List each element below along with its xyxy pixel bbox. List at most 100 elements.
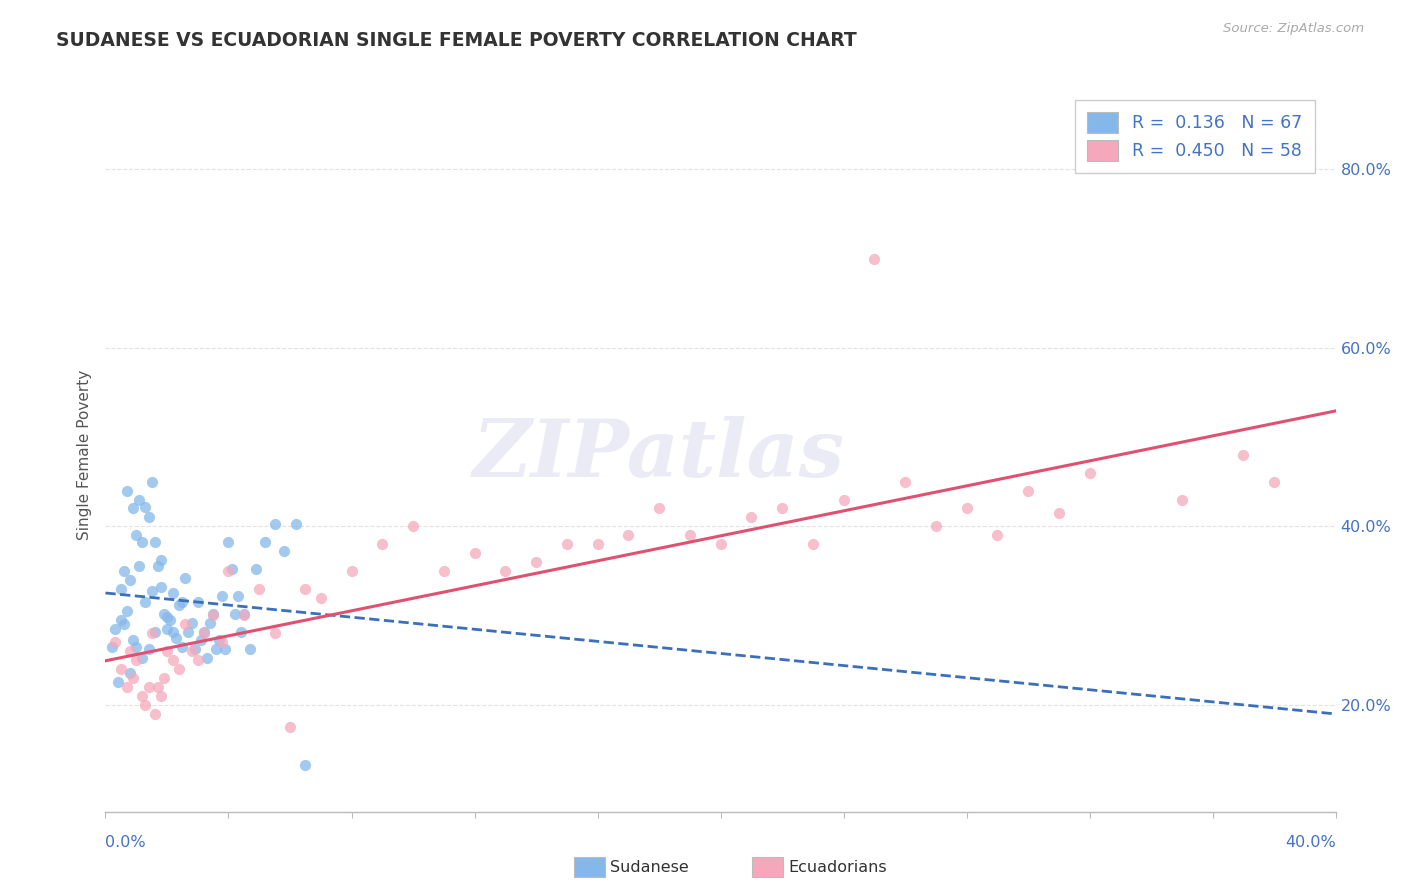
Point [153,671,176,685]
Point [104,635,127,649]
Point [770,501,793,516]
Point [131,535,153,549]
Point [226,589,249,603]
Point [340,564,363,578]
Point [143,624,166,639]
Point [294,758,316,772]
Point [156,644,179,658]
Point [1047,506,1070,520]
Point [309,591,332,605]
Point [165,631,187,645]
Point [110,613,132,627]
Point [107,675,129,690]
Point [169,598,191,612]
Point [433,564,456,578]
Point [122,633,145,648]
Point [156,622,179,636]
Point [263,626,285,640]
Point [239,642,262,657]
Point [254,535,277,549]
Point [648,501,671,516]
Text: ZIPatlas: ZIPatlas [472,417,845,493]
Point [218,535,240,549]
Point [112,617,135,632]
Point [247,582,270,596]
Point [224,607,246,621]
Point [193,626,215,640]
Point [100,640,122,654]
Point [1017,483,1039,498]
Point [141,475,163,489]
Point [1263,475,1285,489]
Point [524,555,547,569]
Point [156,610,179,624]
Text: 40.0%: 40.0% [1285,836,1336,850]
Point [464,546,486,560]
Point [195,651,218,665]
Point [174,571,197,585]
Point [586,537,609,551]
Point [177,624,200,639]
Point [183,642,205,657]
Point [218,564,240,578]
Point [202,607,225,621]
Point [110,582,132,596]
Point [180,615,202,630]
Point [494,564,516,578]
Point [120,573,141,587]
Point [555,537,578,551]
Point [278,720,301,734]
Point [1078,466,1101,480]
Point [211,635,233,649]
Point [162,653,184,667]
Point [153,607,176,621]
Point [172,640,194,654]
Legend: R =  0.136   N = 67, R =  0.450   N = 58: R = 0.136 N = 67, R = 0.450 N = 58 [1076,100,1315,173]
Point [134,500,156,514]
Text: Sudanese: Sudanese [610,860,689,874]
Point [229,624,252,639]
Point [202,608,225,623]
Point [131,689,153,703]
Point [159,613,181,627]
Y-axis label: Single Female Poverty: Single Female Poverty [77,370,93,540]
Point [131,651,153,665]
Point [710,537,733,551]
Text: Ecuadorians: Ecuadorians [789,860,887,874]
Point [146,559,169,574]
Text: 0.0%: 0.0% [105,836,146,850]
Point [832,492,855,507]
Point [232,607,254,621]
Point [146,680,169,694]
Point [180,644,202,658]
Point [211,589,233,603]
Point [112,564,135,578]
Point [187,595,209,609]
Point [149,553,172,567]
Point [371,537,394,551]
Point [115,680,138,694]
Point [986,528,1008,542]
Point [169,662,191,676]
Point [925,519,948,533]
Text: SUDANESE VS ECUADORIAN SINGLE FEMALE POVERTY CORRELATION CHART: SUDANESE VS ECUADORIAN SINGLE FEMALE POV… [56,31,858,50]
Point [149,689,172,703]
Point [285,517,308,532]
Point [143,706,166,721]
Point [134,698,156,712]
Point [273,544,295,558]
Point [232,608,254,623]
Point [1232,448,1254,462]
Point [956,501,979,516]
Text: Source: ZipAtlas.com: Source: ZipAtlas.com [1223,22,1364,36]
Point [149,580,172,594]
Point [263,517,285,532]
Point [141,583,163,598]
Point [120,644,141,658]
Point [122,671,145,685]
Point [138,680,160,694]
Point [115,483,138,498]
Point [187,653,209,667]
Point [162,586,184,600]
Point [214,642,236,657]
